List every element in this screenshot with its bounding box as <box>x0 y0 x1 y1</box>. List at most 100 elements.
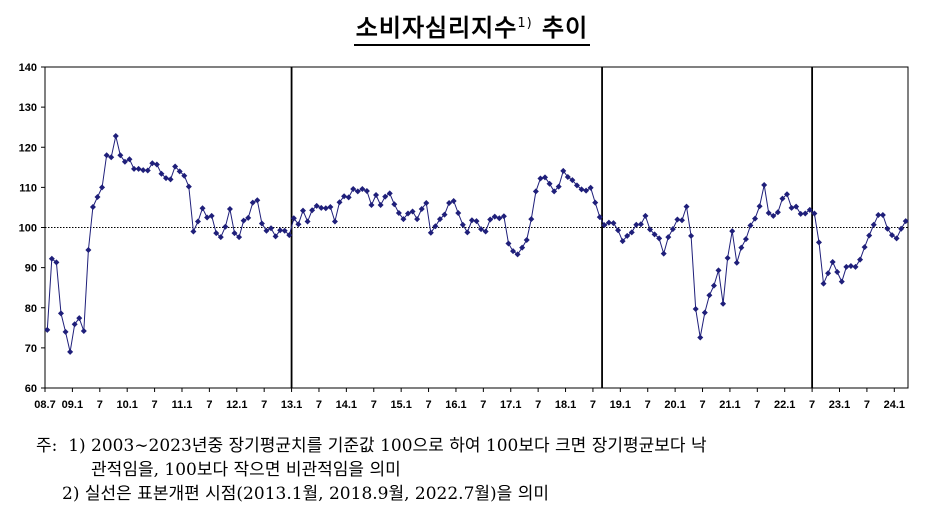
chart-title-suffix: 추이 <box>542 14 589 42</box>
x-tick-label: 7 <box>316 399 322 411</box>
data-point <box>642 212 649 219</box>
x-tick-label: 10.1 <box>116 399 137 411</box>
data-point <box>322 205 329 212</box>
y-tick-label: 140 <box>19 62 37 74</box>
data-point <box>774 209 781 216</box>
data-point <box>870 221 877 228</box>
data-point <box>715 267 722 274</box>
data-point <box>222 223 229 230</box>
data-point <box>733 259 740 266</box>
title-container: 소비자심리지수1) 추이 <box>0 8 944 46</box>
data-point <box>405 210 412 217</box>
data-point <box>208 212 215 219</box>
data-point <box>902 218 909 225</box>
data-point <box>592 199 599 206</box>
data-point <box>427 229 434 236</box>
y-tick-label: 90 <box>25 263 37 275</box>
data-point <box>140 167 147 174</box>
data-point <box>738 244 745 251</box>
data-point <box>761 181 768 188</box>
data-point <box>793 203 800 210</box>
data-point <box>436 216 443 223</box>
x-tick-label: 19.1 <box>610 399 631 411</box>
y-tick-label: 120 <box>19 142 37 154</box>
data-point <box>820 280 827 287</box>
data-point <box>48 255 55 262</box>
y-tick-label: 100 <box>19 223 37 235</box>
data-point <box>126 156 133 163</box>
data-point <box>318 204 325 211</box>
chart-title: 소비자심리지수1) 추이 <box>353 8 591 46</box>
footnote-1-text: 2003∼2023년중 장기평균치를 기준값 100으로 하여 100보다 크면… <box>91 434 936 482</box>
data-point <box>729 228 736 235</box>
data-point <box>363 187 370 194</box>
data-point <box>167 176 174 183</box>
data-point <box>487 216 494 223</box>
data-point <box>619 238 626 245</box>
data-point <box>834 269 841 276</box>
data-point <box>172 163 179 170</box>
x-tick-label: 21.1 <box>719 399 740 411</box>
data-point <box>555 183 562 190</box>
data-point <box>295 221 302 228</box>
data-point <box>345 194 352 201</box>
data-point <box>455 210 462 217</box>
data-point <box>94 194 101 201</box>
data-point <box>697 334 704 341</box>
data-point <box>350 185 357 192</box>
data-point <box>286 232 293 239</box>
footnote-1-number: 1) <box>68 436 86 456</box>
data-point <box>249 199 256 206</box>
data-point <box>62 328 69 335</box>
data-point <box>204 214 211 221</box>
footnote-2-text: 실선은 표본개편 시점(2013.1월, 2018.9월, 2022.7월)을 … <box>84 484 550 504</box>
data-point <box>44 326 51 333</box>
x-tick-label: 7 <box>864 399 870 411</box>
data-point <box>281 227 288 234</box>
data-point <box>514 251 521 258</box>
data-point <box>491 213 498 220</box>
data-point <box>647 226 654 233</box>
data-point <box>889 232 896 239</box>
x-tick-label: 16.1 <box>445 399 466 411</box>
data-point <box>258 220 265 227</box>
data-point <box>665 234 672 241</box>
data-point <box>779 195 786 202</box>
data-point <box>459 221 466 228</box>
data-point <box>377 202 384 209</box>
data-point <box>482 228 489 235</box>
data-point <box>478 226 485 233</box>
data-point <box>432 223 439 230</box>
data-point <box>391 201 398 208</box>
y-tick-label: 130 <box>19 102 37 114</box>
data-point <box>299 207 306 214</box>
data-point <box>532 188 539 195</box>
data-point <box>505 240 512 247</box>
data-point <box>240 217 247 224</box>
data-point <box>519 244 526 251</box>
data-point <box>176 168 183 175</box>
data-point <box>678 217 685 224</box>
data-point <box>76 315 83 322</box>
x-tick-label: 22.1 <box>774 399 795 411</box>
x-tick-label: 18.1 <box>555 399 576 411</box>
data-point <box>660 250 667 257</box>
data-point <box>496 215 503 222</box>
data-point <box>304 218 311 225</box>
data-point <box>829 259 836 266</box>
data-point <box>112 133 119 140</box>
footnote-2-number: 2) <box>62 484 80 504</box>
data-point <box>473 218 480 225</box>
data-point <box>500 213 507 220</box>
line-chart: 60 70 80 90 100 110 120 130 140 08.7 09.1 7 10.1 7 11.… <box>19 62 909 411</box>
x-tick-label: 7 <box>206 399 212 411</box>
data-point <box>414 216 421 223</box>
data-point <box>99 184 106 191</box>
x-tick-label: 09.1 <box>62 399 83 411</box>
data-point <box>797 210 804 217</box>
data-point <box>441 211 448 218</box>
data-point <box>674 216 681 223</box>
data-point <box>450 198 457 205</box>
data-point <box>373 191 380 198</box>
data-point <box>569 177 576 184</box>
